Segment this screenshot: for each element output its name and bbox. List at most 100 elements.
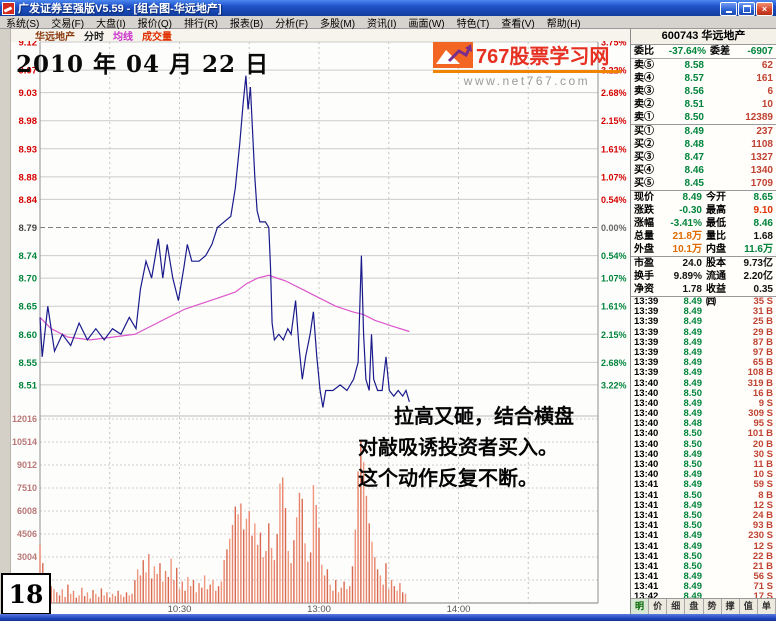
tick-row: 13:41 8.49 71 S [634,581,773,593]
volume-bar [75,597,77,603]
time-axis-label: 10:30 [168,604,192,614]
volume-bar [201,587,203,603]
volume-bar [89,598,91,603]
percent-axis-label: 1.61% [601,144,627,154]
ask-row-1: 卖④ 8.57 161 [634,73,773,84]
menu-item-5[interactable]: 报表(B) [229,18,264,30]
panel-tab-4[interactable]: 势 [704,599,722,614]
price-axis-label: 8.65 [19,302,38,313]
panel-tab-3[interactable]: 盘 [685,599,704,614]
volume-bar [114,596,117,603]
tick-row: 13:41 8.49 56 S [634,571,773,583]
tick-row: 13:39 8.49 87 B [634,336,773,348]
menu-item-8[interactable]: 资讯(I) [367,18,397,30]
menu-item-6[interactable]: 分析(F) [275,18,309,30]
tick-row: 13:40 8.48 95 S [634,418,773,430]
volume-bar [229,538,231,603]
tick-row: 13:39 8.49 31 B [634,306,773,318]
menu-item-2[interactable]: 大盘(I) [96,18,126,30]
chart-tab-1[interactable]: 均线 [113,32,133,43]
volume-bar [376,569,379,603]
panel-tab-6[interactable]: 值 [740,599,758,614]
volume-bar [351,566,354,603]
tick-row: 13:40 8.50 20 B [634,438,773,450]
menu-item-4[interactable]: 排行(R) [184,18,218,30]
volume-bar [100,588,103,603]
menu-item-0[interactable]: 系统(S) [6,18,40,30]
volume-bar [136,569,139,603]
weicha-value: -6907 [747,46,773,57]
menu-item-7[interactable]: 多股(M) [320,18,356,30]
minimize-button[interactable] [720,2,737,16]
volume-bar [83,596,86,603]
volume-bar [67,584,69,603]
volume-bar [220,581,223,603]
price-axis-label: 8.55 [19,358,38,369]
tick-row: 13:40 8.49 9 S [634,397,773,409]
tick-row: 13:41 8.50 93 B [634,520,773,532]
bid-row-0: 买① 8.49 237 [634,126,773,137]
volume-bar [290,563,292,603]
volume-bar [187,576,189,603]
volume-bar [145,572,147,603]
date-annotation: 2010 年 04 月 22 日 [16,51,270,78]
volume-bar [304,543,306,603]
price-axis-label: 8.88 [19,172,38,183]
volume-bar [402,592,404,603]
logo-title: 767股票学习网 [476,46,610,68]
volume-bar [189,586,192,603]
ask-row-2: 卖③ 8.56 6 [634,86,773,97]
volume-bar [256,544,259,603]
price-axis-label: 8.93 [19,144,38,155]
volume-bar [103,595,105,603]
volume-bar [150,578,153,603]
volume-bar [340,587,343,603]
menu-item-10[interactable]: 特色(T) [456,18,490,30]
volume-bar [226,549,228,603]
tick-row: 13:40 8.49 10 S [634,469,773,481]
panel-tab-2[interactable]: 细 [667,599,686,614]
price-axis-label: 9.07 [19,66,38,77]
percent-axis-label: 0.54% [601,251,627,261]
chart-tab-0[interactable]: 分时 [84,32,104,43]
volume-bar [270,547,273,603]
panel-tab-0[interactable]: 明 [631,599,650,614]
intraday-chart[interactable]: 9.12 3.75% 9.07 3.22% 9.03 2.68% 8.98 2.15% 8.93… [10,41,630,614]
volume-bar [326,569,329,603]
panel-tab-1[interactable]: 价 [649,599,668,614]
price-axis-label: 8.51 [19,380,38,391]
volume-bar [111,593,114,603]
menu-item-3[interactable]: 报价(Q) [137,18,173,30]
close-button[interactable]: × [756,2,773,16]
volume-bar [117,590,119,603]
volume-bar [307,561,309,603]
volume-bar [181,581,183,603]
time-axis-label: 14:00 [447,604,471,614]
volume-bar [242,529,245,603]
volume-bar [348,586,351,603]
menu-item-9[interactable]: 画面(W) [408,18,445,30]
tick-row: 13:40 8.49 30 S [634,448,773,460]
panel-tab-5[interactable]: 撑 [722,599,740,614]
volume-bar [276,534,278,603]
panel-tab-7[interactable]: 单 [758,599,776,614]
volume-bar [131,593,133,603]
menu-item-11[interactable]: 查看(V) [501,18,535,30]
chart-tab-2[interactable]: 成交量 [142,32,172,43]
tick-row: 13:42 8.49 17 S [634,591,773,598]
chart-region: 华远地产 分时 均线 成交量 9.12 3.75% 9.07 3.22% 9.03 2.68%… [0,29,630,615]
volume-bar [81,587,83,603]
tick-row: 13:39 8.49 29 B [634,326,773,338]
menu-item-12[interactable]: 帮助(H) [546,18,581,30]
volume-bar [86,592,89,603]
tick-row: 13:40 8.50 16 B [634,387,773,399]
volume-bar [360,440,362,603]
volume-bar [268,523,270,603]
menu-item-1[interactable]: 交易(F) [51,18,85,30]
volume-bar [374,557,376,603]
restore-button[interactable] [738,2,755,16]
title-bar[interactable]: 广发证券至强版V5.59 - [组合图-华远地产] × [0,0,776,16]
volume-bar [184,590,186,603]
average-price-line [39,274,410,341]
